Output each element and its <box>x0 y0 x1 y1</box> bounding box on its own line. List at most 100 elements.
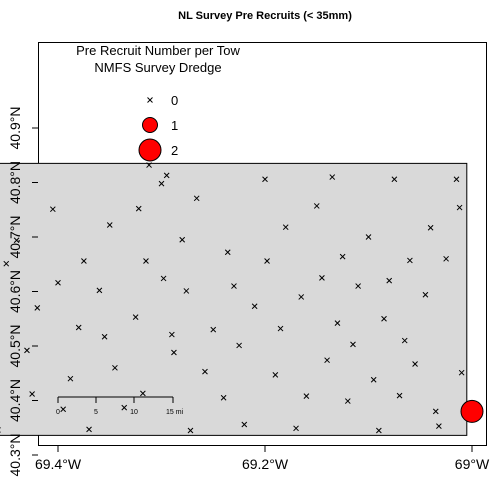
zero-catch-point <box>231 283 237 289</box>
zero-catch-point <box>171 349 177 356</box>
zero-catch-point <box>443 255 449 262</box>
zero-catch-point <box>365 234 372 240</box>
scale-bar-label: 5 <box>94 409 98 416</box>
zero-catch-point <box>262 176 268 183</box>
zero-catch-point <box>193 195 200 202</box>
zero-catch-point <box>146 162 152 168</box>
x-tick-label: 69.4°W <box>35 456 82 472</box>
zero-catch-point <box>412 361 418 367</box>
zero-catch-point <box>293 425 299 432</box>
zero-catch-point <box>55 279 61 286</box>
zero-catch-point <box>344 398 351 404</box>
legend-label-1: 1 <box>171 118 178 133</box>
zero-catch-point <box>427 224 434 231</box>
zero-catch-point <box>163 172 170 179</box>
zero-catch-point <box>13 237 20 244</box>
zero-catch-point <box>3 260 10 267</box>
zero-catch-point <box>236 342 242 349</box>
zero-catch-point <box>86 426 92 433</box>
zero-catch-point <box>453 176 460 183</box>
zero-catch-point <box>436 423 442 429</box>
legend-circle-1-icon <box>142 117 158 133</box>
legend-circle-2-icon <box>138 138 162 162</box>
zero-catch-point <box>396 392 403 399</box>
zero-catch-point <box>220 394 227 401</box>
legend: Pre Recruit Number per Tow NMFS Survey D… <box>76 43 240 162</box>
x-tick-label: 69.2°W <box>242 456 289 472</box>
zero-catch-point <box>210 326 217 333</box>
zero-catch-point <box>339 253 346 260</box>
zero-catch-point <box>272 372 279 378</box>
x-tick-label: 69°W <box>455 456 490 472</box>
y-tick-label: 40.5°N <box>7 325 23 368</box>
zero-catch-point <box>140 390 146 397</box>
y-tick-label: 40.3°N <box>7 434 23 477</box>
zero-catch-point <box>264 258 270 264</box>
zero-catch-point <box>370 376 377 383</box>
zero-catch-point <box>407 257 413 264</box>
zero-catch-point <box>29 391 35 397</box>
zero-catch-point <box>34 304 41 311</box>
y-tick-label: 40.7°N <box>7 216 23 259</box>
legend-label-2: 2 <box>171 143 178 158</box>
scale-bar: 0 5 10 15 mi <box>56 396 184 416</box>
y-tick-label: 40.8°N <box>7 161 23 204</box>
legend-cross-icon <box>147 97 153 103</box>
zero-catch-point <box>313 203 320 209</box>
y-tick-label: 40.9°N <box>7 107 23 150</box>
zero-catch-point <box>101 333 108 340</box>
zero-catch-point <box>224 249 231 256</box>
zero-catch-point <box>168 331 175 338</box>
zero-catch-point <box>67 375 74 382</box>
legend-title-line2: NMFS Survey Dredge <box>94 60 221 75</box>
zero-catch-point <box>324 357 330 364</box>
zero-catch-point <box>187 427 194 434</box>
catch-point-2 <box>460 399 484 423</box>
zero-catch-point <box>24 347 30 354</box>
zero-catch-point <box>135 205 142 212</box>
zero-catch-point <box>355 283 362 289</box>
zero-catch-point <box>251 303 258 310</box>
zero-catch-point <box>158 180 165 187</box>
zero-catch-point <box>179 236 186 243</box>
zero-catch-point <box>121 404 128 411</box>
zero-catch-point <box>96 287 103 294</box>
zero-catch-point <box>202 368 208 375</box>
zero-catch-point <box>422 291 429 298</box>
zero-catch-point <box>75 324 82 331</box>
axes-layer: 70°W69.8°W69.6°W69.4°W69.2°W69°W40.3°N40… <box>7 107 490 477</box>
zero-catch-point <box>401 337 408 344</box>
zero-catch-point <box>60 406 67 413</box>
scale-bar-label: 15 mi <box>166 409 184 416</box>
zero-catch-point <box>183 288 190 294</box>
zero-catch-point <box>241 421 248 428</box>
chart-title: NL Survey Pre Recruits (< 35mm) <box>178 10 352 22</box>
zero-catch-point <box>375 427 382 434</box>
survey-area-polygon <box>0 162 468 436</box>
y-tick-label: 40.6°N <box>7 270 23 313</box>
zero-catch-point <box>277 325 284 332</box>
zero-catch-point <box>81 258 87 264</box>
zero-catch-point <box>381 315 387 322</box>
zero-catch-point <box>282 224 289 231</box>
zero-catch-point <box>319 275 325 281</box>
survey-area-layer <box>0 162 468 436</box>
zero-catch-point <box>456 204 463 211</box>
points-layer <box>0 162 484 434</box>
scale-bar-label: 10 <box>130 409 138 416</box>
zero-catch-point <box>49 206 56 213</box>
legend-title-line1: Pre Recruit Number per Tow <box>76 43 240 58</box>
scale-bar-label: 0 <box>56 409 60 416</box>
zero-catch-point <box>391 176 398 183</box>
y-tick-label: 40.4°N <box>7 379 23 422</box>
zero-catch-point <box>160 275 167 282</box>
legend-label-0: 0 <box>171 93 178 108</box>
zero-catch-point <box>350 341 356 348</box>
zero-catch-point <box>386 277 393 284</box>
zero-catch-point <box>132 314 139 320</box>
zero-catch-point <box>334 320 341 326</box>
zero-catch-point <box>329 174 336 180</box>
zero-catch-point <box>432 408 439 415</box>
zero-catch-point <box>298 294 305 300</box>
